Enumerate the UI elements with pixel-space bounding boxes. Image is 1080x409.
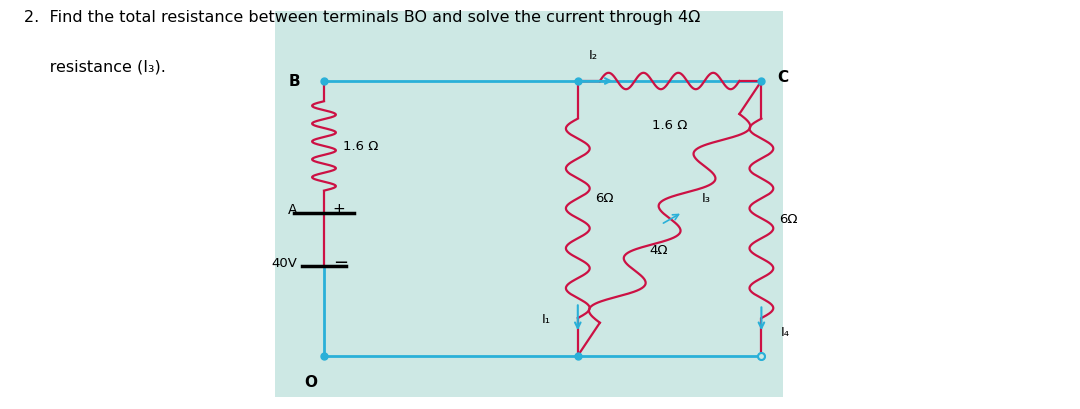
Text: I₁: I₁ (542, 312, 551, 326)
Text: A: A (287, 202, 297, 216)
Text: +: + (333, 202, 346, 217)
Text: O: O (305, 374, 318, 389)
Text: resistance (I₃).: resistance (I₃). (24, 59, 165, 74)
Text: −: − (333, 254, 348, 272)
Text: 4Ω: 4Ω (649, 243, 669, 256)
Text: 1.6 Ω: 1.6 Ω (343, 140, 379, 153)
Text: I₃: I₃ (702, 192, 711, 205)
Text: 40V: 40V (271, 256, 297, 269)
Text: B: B (288, 74, 300, 89)
Text: 6Ω: 6Ω (595, 192, 613, 205)
Text: I₂: I₂ (589, 49, 597, 62)
Text: 1.6 Ω: 1.6 Ω (652, 119, 687, 132)
FancyBboxPatch shape (275, 12, 783, 397)
Text: C: C (778, 70, 788, 85)
Text: 2.  Find the total resistance between terminals BO and solve the current through: 2. Find the total resistance between ter… (24, 10, 700, 25)
Text: I₄: I₄ (781, 325, 789, 338)
Text: 6Ω: 6Ω (779, 212, 797, 225)
